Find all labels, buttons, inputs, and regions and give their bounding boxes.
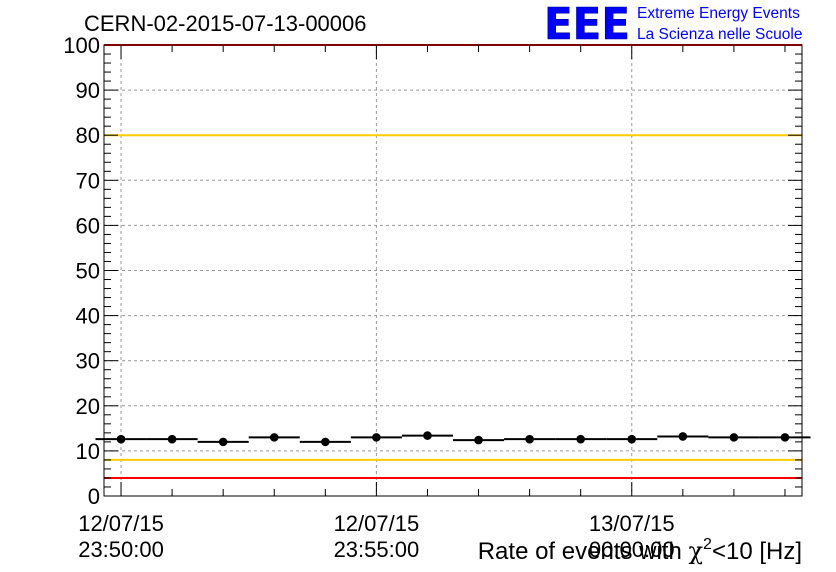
y-tick-label: 70 [76,168,100,193]
axis-caption-chi: χ [689,537,704,565]
data-point [525,434,534,444]
data-points [95,431,811,447]
y-tick-label: 60 [76,213,100,238]
data-point [116,434,126,444]
y-tick-label: 30 [76,349,100,374]
x-tick-label-date: 12/07/15 [334,511,420,536]
y-tick-label: 90 [76,78,100,103]
logo-line-1: Extreme Energy Events [637,5,800,22]
axis-caption-prefix: Rate of events with [478,538,689,565]
x-tick-label-time: 00:00:00 [589,537,675,562]
eee-logo: EEE Extreme Energy Events La Scienza nel… [544,0,803,50]
data-point [372,433,381,442]
data-point [269,433,279,442]
chart-title: CERN-02-2015-07-13-00006 [84,11,367,36]
data-point [729,433,739,442]
logo-line-2: La Scienza nelle Scuole [637,26,802,43]
x-tick-label-time: 23:55:00 [334,537,420,562]
y-tick-label: 40 [76,304,100,329]
data-point [474,435,483,445]
y-tick-label: 80 [76,123,100,148]
x-tick-labels: 12/07/1523:50:0012/07/1523:55:0013/07/15… [78,511,674,562]
data-point [321,437,330,447]
y-tick-label: 20 [76,394,100,419]
axis-caption: Rate of events with χ2<10 [Hz] [478,536,802,565]
y-tick-label: 100 [63,33,100,58]
data-point [627,434,637,444]
data-point [780,433,790,442]
data-point [576,434,585,444]
axis-caption-suffix: <10 [Hz] [712,538,802,565]
reference-lines [104,44,802,479]
data-point [167,434,177,444]
axis-caption-sup: 2 [703,536,712,553]
plot-frame [103,44,803,497]
data-point [678,432,688,441]
x-tick-label-time: 23:50:00 [78,537,164,562]
x-tick-label-date: 13/07/15 [589,511,675,536]
y-tick-label: 0 [88,484,100,509]
eee-logo-mark: EEE [544,0,630,50]
y-tick-labels: 0 10 20 30 40 50 60 70 80 90 100 [63,33,100,509]
data-point [218,437,228,447]
data-point [423,431,432,440]
x-tick-label-date: 12/07/15 [78,511,164,536]
y-tick-label: 50 [76,259,100,284]
y-tick-label: 10 [76,439,100,464]
grid-lines [104,45,802,496]
